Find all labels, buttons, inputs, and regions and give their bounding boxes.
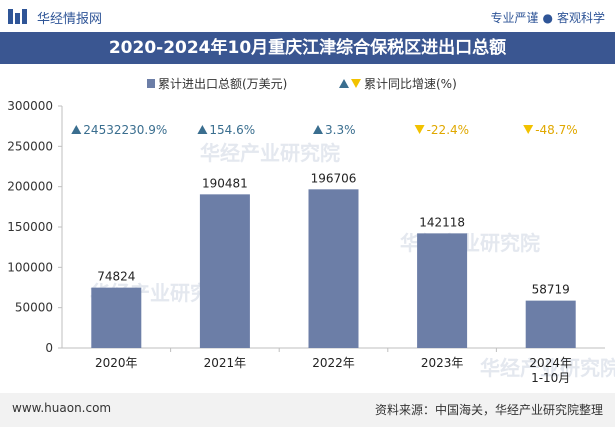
growth-down-triangle-icon (523, 125, 534, 134)
header: 华经情报网 专业严谨 ● 客观科学 (0, 0, 615, 32)
bar (199, 194, 250, 348)
y-tick-label: 100000 (7, 260, 53, 274)
bar-value-label: 196706 (311, 171, 357, 185)
y-tick-label: 250000 (7, 139, 53, 153)
legend-up-triangle-icon (339, 79, 349, 88)
y-tick-label: 50000 (15, 301, 53, 315)
chart-title: 2020-2024年10月重庆江津综合保税区进出口总额 (0, 32, 615, 64)
y-tick-label: 300000 (7, 99, 53, 113)
footer: www.huaon.com 资料来源：中国海关，华经产业研究院整理 (0, 393, 615, 427)
growth-up-triangle-icon (197, 125, 208, 134)
bar (525, 300, 576, 348)
x-tick-label: 2022年 (312, 356, 355, 370)
y-tick-label: 200000 (7, 180, 53, 194)
x-tick-label: 2023年 (421, 356, 464, 370)
growth-label: -48.7% (535, 123, 577, 137)
growth-up-triangle-icon (313, 125, 323, 134)
legend-bar-swatch (147, 79, 155, 88)
bar-value-label: 58719 (532, 283, 570, 297)
y-tick-label: 150000 (7, 220, 53, 234)
brand-name: 华经情报网 (37, 12, 103, 27)
legend-bar-label: 累计进出口总额(万美元) (158, 77, 287, 91)
legend-growth-label: 累计同比增速(%) (364, 77, 457, 91)
slogan-left: 专业严谨 (490, 11, 539, 25)
x-tick-label: 2020年 (95, 356, 138, 370)
slogan-right: 客观科学 (556, 11, 605, 25)
growth-label: 154.6% (209, 123, 255, 137)
footer-url: www.huaon.com (12, 401, 112, 415)
bar (308, 189, 359, 348)
legend-down-triangle-icon (351, 79, 361, 88)
growth-label: -22.4% (427, 123, 469, 137)
watermark-3: 华经产业研究院 (480, 356, 615, 380)
bar-chart: 华经产业研究院华经产业研究院华经产业研究院华经产业研究院累计进出口总额(万美元)… (7, 77, 615, 385)
bar (91, 287, 142, 348)
x-tick-label: 2024年 (529, 356, 572, 370)
slogan-separator: ● (542, 11, 553, 25)
bar-value-label: 142118 (419, 215, 465, 229)
bar-value-label: 190481 (202, 176, 248, 190)
x-tick-label: 2021年 (204, 356, 247, 370)
x-tick-label: 1-10月 (531, 371, 570, 385)
y-tick-label: 0 (45, 341, 53, 355)
slogan: 专业严谨 ● 客观科学 (490, 9, 605, 26)
watermark-0: 华经产业研究院 (200, 141, 340, 165)
brand-logo-icon (8, 9, 27, 24)
growth-down-triangle-icon (414, 125, 425, 134)
growth-label: 24532230.9% (83, 123, 167, 137)
bar-value-label: 74824 (97, 270, 135, 284)
growth-label: 3.3% (325, 123, 356, 137)
growth-up-triangle-icon (71, 125, 82, 134)
bar (417, 233, 468, 348)
footer-source: 资料来源：中国海关，华经产业研究院整理 (374, 403, 603, 417)
